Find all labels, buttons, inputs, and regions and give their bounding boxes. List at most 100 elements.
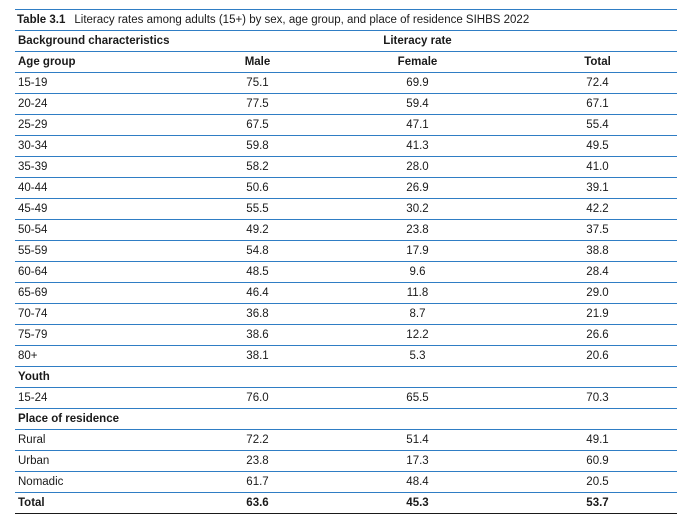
cell-male: 76.0 [246,392,269,404]
total-row: Total 63.6 45.3 53.7 [15,493,677,514]
cell-female: 23.8 [406,224,429,236]
column-header-total: Total [584,56,611,68]
cell-total: 20.5 [586,476,609,488]
row-label: Nomadic [18,476,64,488]
row-label: Total [18,497,45,509]
cell-female: 59.4 [406,98,429,110]
cell-total: 28.4 [586,266,609,278]
cell-female: 17.3 [406,455,429,467]
section-label-residence: Place of residence [15,409,677,430]
row-label: 30-34 [18,140,48,152]
cell-male: 46.4 [246,287,269,299]
row-label: 40-44 [18,182,48,194]
section-label: Youth [18,371,50,383]
table-row: 60-64 48.5 9.6 28.4 [15,262,677,283]
cell-total: 70.3 [586,392,609,404]
cell-total: 26.6 [586,329,609,341]
cell-female: 26.9 [406,182,429,194]
table-row: Urban 23.8 17.3 60.9 [15,451,677,472]
cell-male: 58.2 [246,161,269,173]
table-caption: Table 3.1 Literacy rates among adults (15… [15,9,677,31]
table-row: 70-74 36.8 8.7 21.9 [15,304,677,325]
row-label: 55-59 [18,245,48,257]
cell-total: 29.0 [586,287,609,299]
header-label: Background characteristics [18,35,170,47]
cell-female: 65.5 [406,392,429,404]
age-group-rows: 15-19 75.1 69.9 72.4 20-24 77.5 59.4 67.1 25-29 6… [15,73,677,367]
table-row: 45-49 55.5 30.2 42.2 [15,199,677,220]
table-row: 65-69 46.4 11.8 29.0 [15,283,677,304]
cell-male: 72.2 [246,434,269,446]
header-row: Background characteristics Literacy rate [15,31,677,52]
row-label: 35-39 [18,161,48,173]
table-row: 55-59 54.8 17.9 38.8 [15,241,677,262]
table-row: Nomadic 61.7 48.4 20.5 [15,472,677,493]
table-title: Literacy rates among adults (15+) by sex… [74,14,530,26]
cell-female: 5.3 [409,350,426,362]
cell-total: 21.9 [586,308,609,320]
row-label: 15-24 [18,392,48,404]
row-label: 20-24 [18,98,48,110]
column-header-male: Male [244,56,271,68]
cell-female: 12.2 [406,329,429,341]
cell-total: 72.4 [586,77,609,89]
cell-total: 42.2 [586,203,609,215]
cell-male: 36.8 [246,308,269,320]
cell-total: 41.0 [586,161,609,173]
cell-female: 28.0 [406,161,429,173]
cell-female: 30.2 [406,203,429,215]
cell-male: 67.5 [246,119,269,131]
table-row: 15-24 76.0 65.5 70.3 [15,388,677,409]
cell-female: 41.3 [406,140,429,152]
cell-total: 49.5 [586,140,609,152]
row-label: 65-69 [18,287,48,299]
cell-male: 38.6 [246,329,269,341]
table-row: 30-34 59.8 41.3 49.5 [15,136,677,157]
row-label: 75-79 [18,329,48,341]
cell-female: 17.9 [406,245,429,257]
section-label-youth: Youth [15,367,677,388]
row-label: Urban [18,455,50,467]
cell-total: 53.7 [586,497,609,509]
cell-total: 60.9 [586,455,609,467]
cell-total: 49.1 [586,434,609,446]
cell-female: 48.4 [406,476,429,488]
cell-female: 69.9 [406,77,429,89]
section-label-age-group: Age group [18,56,76,68]
residence-rows: Rural 72.2 51.4 49.1 Urban 23.8 17.3 60.9 Nomadi… [15,430,677,493]
cell-female: 45.3 [406,497,429,509]
table-row: 25-29 67.5 47.1 55.4 [15,115,677,136]
cell-total: 20.6 [586,350,609,362]
cell-male: 61.7 [246,476,269,488]
cell-female: 8.7 [409,308,426,320]
row-label: 45-49 [18,203,48,215]
table-row: 20-24 77.5 59.4 67.1 [15,94,677,115]
youth-rows: 15-24 76.0 65.5 70.3 [15,388,677,409]
cell-female: 11.8 [406,287,429,299]
cell-female: 9.6 [409,266,426,278]
cell-male: 23.8 [246,455,269,467]
table-row: 15-19 75.1 69.9 72.4 [15,73,677,94]
cell-total: 67.1 [586,98,609,110]
cell-male: 38.1 [246,350,269,362]
cell-male: 48.5 [246,266,269,278]
row-label: 80+ [18,350,38,362]
cell-male: 75.1 [246,77,269,89]
cell-total: 38.8 [586,245,609,257]
table-row: 75-79 38.6 12.2 26.6 [15,325,677,346]
cell-male: 59.8 [246,140,269,152]
table-row: 40-44 50.6 26.9 39.1 [15,178,677,199]
column-header-row: Age group Male Female Total [15,52,677,73]
row-label: 70-74 [18,308,48,320]
cell-female: 51.4 [406,434,429,446]
cell-male: 49.2 [246,224,269,236]
cell-male: 77.5 [246,98,269,110]
row-label: 50-54 [18,224,48,236]
table-number: Table 3.1 [17,14,66,26]
cell-total: 55.4 [586,119,609,131]
row-label: 15-19 [18,77,48,89]
table-row: 35-39 58.2 28.0 41.0 [15,157,677,178]
section-label: Place of residence [18,413,119,425]
cell-total: 37.5 [586,224,609,236]
cell-male: 55.5 [246,203,269,215]
